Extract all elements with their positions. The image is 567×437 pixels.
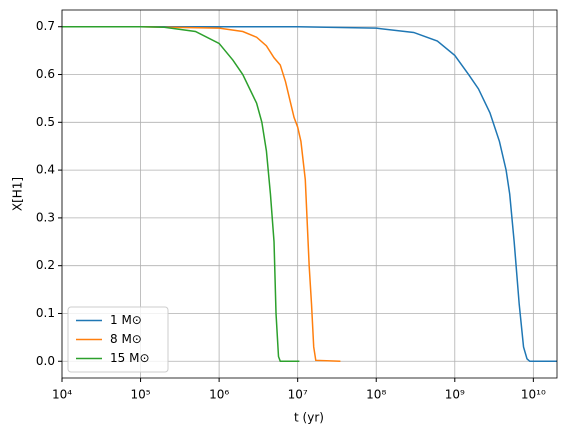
x-tick-label: 10⁶	[209, 388, 229, 402]
x-tick-label: 10¹⁰	[521, 388, 546, 402]
y-tick-label: 0.2	[36, 258, 55, 272]
x-tick-label: 10⁹	[445, 388, 465, 402]
x-axis-label: t (yr)	[294, 411, 324, 425]
y-tick-label: 0.6	[36, 67, 55, 81]
x-tick-label: 10⁸	[366, 388, 386, 402]
y-tick-label: 0.3	[36, 210, 55, 224]
x-tick-label: 10⁵	[131, 388, 151, 402]
legend-box	[67, 306, 169, 373]
y-tick-label: 0.4	[36, 163, 55, 177]
line	[62, 25, 341, 363]
x-tick-label: 10⁴	[52, 388, 72, 402]
y-tick-label: 0.7	[36, 19, 55, 33]
legend-label: 8 M⊙	[110, 332, 142, 346]
y-axis-label: X[H1]	[11, 177, 25, 211]
y-tick-label: 0.5	[36, 115, 55, 129]
grid	[61, 10, 557, 378]
line	[62, 25, 300, 363]
plot-frame	[61, 9, 558, 379]
legend-label: 1 M⊙	[110, 313, 142, 327]
x-tick-label: 10⁷	[288, 388, 308, 402]
y-tick-label: 0.0	[36, 354, 55, 368]
line	[62, 25, 557, 363]
legend-label: 15 M⊙	[110, 351, 150, 365]
y-tick-label: 0.1	[36, 306, 55, 320]
